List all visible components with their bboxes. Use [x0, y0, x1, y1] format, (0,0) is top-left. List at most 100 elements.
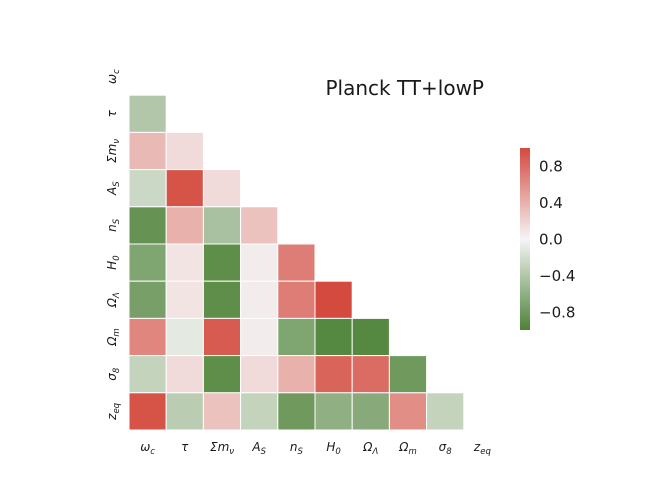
- y-tick-label-1: τ: [105, 109, 119, 117]
- x-tick-label-1: τ: [181, 440, 189, 454]
- y-tick-label-5-base: H: [105, 261, 119, 270]
- y-tick-label-0-base: ω: [105, 74, 119, 84]
- heatmap-cell-2-1: [165, 131, 204, 171]
- colorbar-tick-label-4: −0.8: [539, 303, 575, 321]
- x-tick-label-3-subscript: S: [261, 447, 267, 457]
- x-tick-label-0-subscript: c: [150, 447, 155, 457]
- y-tick-label-2-base: Σm: [105, 144, 119, 163]
- y-tick-label-1-base: τ: [105, 109, 119, 117]
- colorbar: 0.8 0.4 0.0 −0.4 −0.8: [520, 148, 575, 330]
- heatmap-cell-8-0: [128, 355, 167, 394]
- heatmap-cell-8-3: [240, 355, 279, 394]
- x-tick-label-9: zeq: [473, 440, 492, 457]
- heatmap-cell-9-3: [240, 392, 279, 431]
- heatmap-cell-6-2: [202, 280, 242, 319]
- y-tick-label-4-base: n: [105, 224, 119, 232]
- x-tick-label-8-base: σ: [439, 440, 447, 454]
- x-tick-label-4: nS: [290, 440, 304, 457]
- y-tick-label-3-subscript: S: [112, 181, 122, 187]
- x-tick-label-5-subscript: 0: [335, 447, 340, 457]
- x-tick-label-3-base: A: [251, 440, 260, 454]
- x-tick-label-7-subscript: m: [408, 447, 416, 457]
- heatmap-cell-4-2: [202, 206, 242, 245]
- heatmap-cell-5-4: [277, 243, 316, 282]
- colorbar-tick-label-1: 0.4: [539, 194, 563, 212]
- heatmap-cell-8-2: [202, 355, 242, 394]
- heatmap-cell-6-4: [277, 280, 316, 319]
- x-tick-label-5: H0: [326, 440, 340, 457]
- heatmap-cell-7-1: [165, 317, 204, 357]
- colorbar-tick-label-3: −0.4: [539, 267, 575, 285]
- heatmap-cell-7-5: [314, 317, 353, 357]
- x-tick-label-1-base: τ: [181, 440, 189, 454]
- heatmap-cell-9-2: [202, 392, 242, 431]
- x-tick-label-8-subscript: 8: [446, 447, 452, 457]
- heatmap-cell-8-7: [388, 355, 428, 394]
- x-tick-label-6-base: Ω: [362, 440, 373, 454]
- heatmap-cell-9-0: [128, 392, 167, 431]
- heatmap-cell-5-1: [165, 243, 204, 282]
- heatmap-cell-8-6: [351, 355, 390, 394]
- heatmap-cell-7-2: [202, 317, 242, 357]
- heatmap-cell-9-5: [314, 392, 353, 431]
- x-tick-label-2: Σmν: [210, 440, 234, 457]
- y-tick-label-6-base: Ω: [105, 297, 119, 308]
- x-tick-label-2-subscript: ν: [229, 447, 234, 457]
- y-tick-label-7: Ωm: [105, 328, 122, 346]
- heatmap-cell-9-7: [388, 392, 428, 431]
- x-tick-label-0-base: ω: [140, 440, 150, 454]
- heatmap-cell-8-1: [165, 355, 204, 394]
- heatmap-cell-6-0: [128, 280, 167, 319]
- y-tick-label-7-subscript: m: [112, 328, 122, 336]
- heatmap-cell-8-4: [277, 355, 316, 394]
- heatmap-cell-4-0: [128, 206, 167, 245]
- y-tick-label-8-subscript: 8: [112, 367, 122, 373]
- heatmap-cell-3-0: [128, 169, 167, 208]
- heatmap-cell-6-3: [240, 280, 279, 319]
- heatmap-cell-5-0: [128, 243, 167, 282]
- y-tick-label-3: AS: [105, 181, 122, 196]
- x-tick-label-5-base: H: [326, 440, 335, 454]
- x-tick-label-6-subscript: Λ: [371, 447, 378, 457]
- heatmap-cell-8-5: [314, 355, 353, 394]
- y-tick-label-0-subscript: c: [112, 69, 122, 74]
- x-tick-label-0: ωc: [140, 440, 155, 457]
- x-tick-label-2-base: Σm: [210, 440, 229, 454]
- heatmap-cell-9-8: [426, 392, 465, 431]
- heatmap-cell-1-0: [128, 94, 167, 133]
- y-tick-label-9: zeq: [105, 402, 122, 421]
- x-axis-tick-labels: ωc τ Σmν AS nS H0 ΩΛ Ωm σ8 zeq: [140, 440, 491, 457]
- heatmap-cell-3-2: [202, 169, 242, 208]
- colorbar-ticks: 0.8 0.4 0.0 −0.4 −0.8: [539, 158, 575, 322]
- heatmap-cell-9-4: [277, 392, 316, 431]
- colorbar-tick-label-0: 0.8: [539, 158, 563, 176]
- y-tick-label-6: ΩΛ: [105, 292, 122, 308]
- heatmap-cell-3-1: [165, 169, 204, 208]
- chart-title: Planck TT+lowP: [325, 76, 484, 100]
- heatmap-cell-7-3: [240, 317, 279, 357]
- y-tick-label-2: Σmν: [105, 139, 122, 163]
- y-tick-label-5: H0: [105, 255, 122, 269]
- heatmap-cell-5-2: [202, 243, 242, 282]
- y-tick-label-7-base: Ω: [105, 336, 119, 347]
- y-tick-label-0: ωc: [105, 69, 122, 84]
- y-tick-label-4: nS: [105, 218, 122, 232]
- y-tick-label-6-subscript: Λ: [112, 292, 122, 299]
- y-tick-label-5-subscript: 0: [112, 255, 122, 260]
- x-tick-label-4-subscript: S: [298, 447, 304, 457]
- x-tick-label-9-base: z: [473, 440, 481, 454]
- heatmap-cell-4-1: [165, 206, 204, 245]
- heatmap-cell-6-5: [314, 280, 353, 319]
- heatmap-cell-5-3: [240, 243, 279, 282]
- x-tick-label-7-base: Ω: [398, 440, 409, 454]
- heatmap-cell-7-6: [351, 317, 390, 357]
- heatmap-cell-9-1: [165, 392, 204, 431]
- heatmap-cells: [128, 94, 465, 431]
- heatmap-cell-7-0: [128, 317, 167, 357]
- heatmap-cell-2-0: [128, 131, 167, 171]
- y-tick-label-4-subscript: S: [112, 218, 122, 224]
- heatmap-cell-4-3: [240, 206, 279, 245]
- heatmap-cell-6-1: [165, 280, 204, 319]
